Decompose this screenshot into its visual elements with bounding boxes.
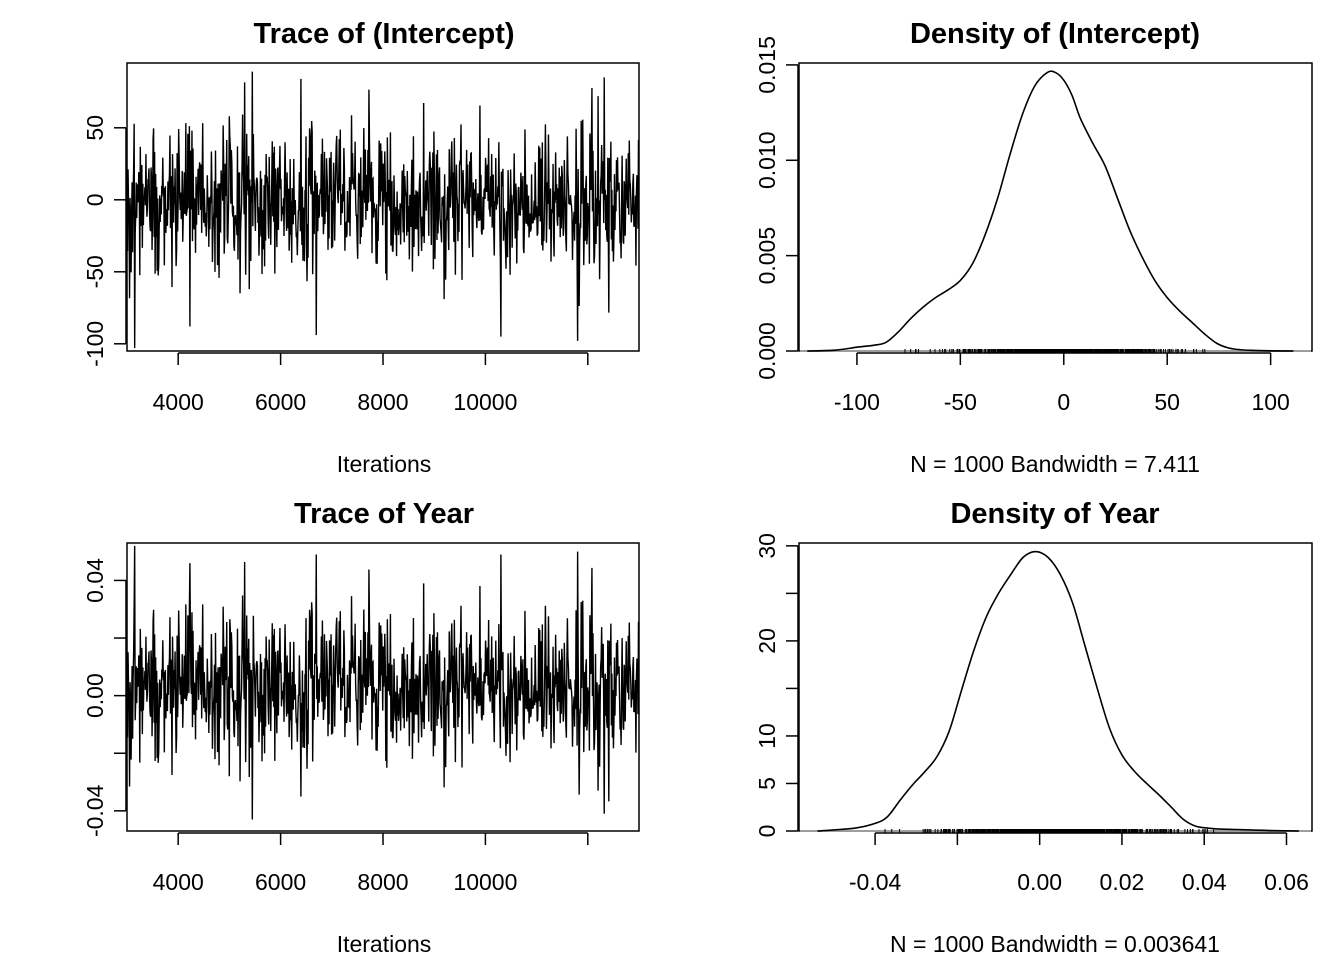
x-axis-label: Iterations bbox=[337, 931, 432, 957]
y-tick-label: 30 bbox=[754, 533, 780, 559]
x-tick-label: 6000 bbox=[255, 869, 306, 895]
x-tick-label: 10000 bbox=[453, 869, 517, 895]
y-tick-label: -0.04 bbox=[82, 784, 108, 837]
plot-frame bbox=[126, 62, 640, 352]
density-series bbox=[800, 550, 1311, 833]
x-tick-label: 0.06 bbox=[1264, 869, 1309, 895]
density-curve bbox=[817, 550, 1299, 832]
x-tick-label: 0 bbox=[1057, 389, 1070, 415]
y-tick-label: 0.000 bbox=[754, 322, 780, 380]
x-tick-label: 0.04 bbox=[1182, 869, 1227, 895]
density-series bbox=[800, 70, 1311, 353]
y-tick-label: 20 bbox=[754, 628, 780, 654]
x-axis-label: Iterations bbox=[337, 451, 432, 477]
trace-series bbox=[126, 71, 640, 349]
y-tick-label: 10 bbox=[754, 723, 780, 749]
y-axis: 0.000 0.005 0.010 0.015 bbox=[754, 36, 799, 380]
x-tick-label: 4000 bbox=[153, 389, 204, 415]
y-tick-label: 5 bbox=[754, 777, 780, 790]
x-tick-label: 50 bbox=[1154, 389, 1180, 415]
x-axis: -0.04 0.00 0.02 0.04 0.06 bbox=[849, 832, 1309, 895]
x-tick-label: 4000 bbox=[153, 869, 204, 895]
chart-title: Density of (Intercept) bbox=[910, 18, 1200, 50]
y-tick-label: 0.04 bbox=[82, 558, 108, 603]
y-tick-label: 0.00 bbox=[82, 673, 108, 718]
panel-trace-year: Trace of Year -0.04 0.00 0.04 4000 6000 8000… bbox=[82, 498, 640, 957]
trace-line bbox=[126, 545, 640, 820]
chart-title: Trace of (Intercept) bbox=[253, 18, 514, 50]
x-axis-label: N = 1000 Bandwidth = 0.003641 bbox=[890, 931, 1220, 957]
x-tick-label: 100 bbox=[1251, 389, 1289, 415]
x-tick-label: 6000 bbox=[255, 389, 306, 415]
y-tick-label: 0.005 bbox=[754, 227, 780, 285]
trace-line bbox=[126, 71, 640, 349]
y-tick-label: 0 bbox=[754, 825, 780, 838]
x-tick-label: -0.04 bbox=[849, 869, 902, 895]
x-axis: 4000 6000 8000 10000 bbox=[153, 352, 589, 415]
y-axis: 0 5 10 20 30 bbox=[754, 533, 799, 838]
y-tick-label: -50 bbox=[82, 255, 108, 288]
x-axis: -100 -50 0 50 100 bbox=[834, 352, 1290, 415]
plot-frame bbox=[126, 542, 640, 832]
chart-title: Trace of Year bbox=[294, 498, 474, 530]
x-tick-label: 0.00 bbox=[1017, 869, 1062, 895]
panel-density-intercept: Density of (Intercept) 0.0000.0050.0100.… bbox=[754, 18, 1313, 477]
x-tick-label: 0.02 bbox=[1100, 869, 1145, 895]
plot-frame bbox=[798, 542, 1313, 832]
y-tick-label: 50 bbox=[82, 115, 108, 141]
x-axis-label: N = 1000 Bandwidth = 7.411 bbox=[910, 451, 1200, 477]
x-tick-label: 10000 bbox=[453, 389, 517, 415]
trace-series bbox=[126, 545, 640, 820]
x-tick-label: 8000 bbox=[357, 869, 408, 895]
x-tick-label: -50 bbox=[944, 389, 977, 415]
density-curve bbox=[807, 70, 1294, 352]
y-axis: -100 -50 0 50 bbox=[82, 115, 127, 367]
y-tick-label: 0 bbox=[82, 193, 108, 206]
y-tick-label: 0.015 bbox=[754, 36, 780, 94]
y-tick-label: -100 bbox=[82, 321, 108, 367]
y-axis: -0.04 0.00 0.04 bbox=[82, 558, 127, 837]
chart-title: Density of Year bbox=[950, 498, 1159, 530]
y-tick-label: 0.010 bbox=[754, 131, 780, 189]
x-tick-label: -100 bbox=[834, 389, 880, 415]
x-tick-label: 8000 bbox=[357, 389, 408, 415]
panel-density-year: Density of Year 0 5 10 20 30 -0.04 0.00 0.02 0.… bbox=[754, 498, 1313, 957]
panel-trace-intercept: Trace of (Intercept) -100 -50 0 50 4000 6000… bbox=[82, 18, 640, 477]
x-axis: 4000 6000 8000 10000 bbox=[153, 832, 589, 895]
plot-frame bbox=[798, 62, 1313, 352]
